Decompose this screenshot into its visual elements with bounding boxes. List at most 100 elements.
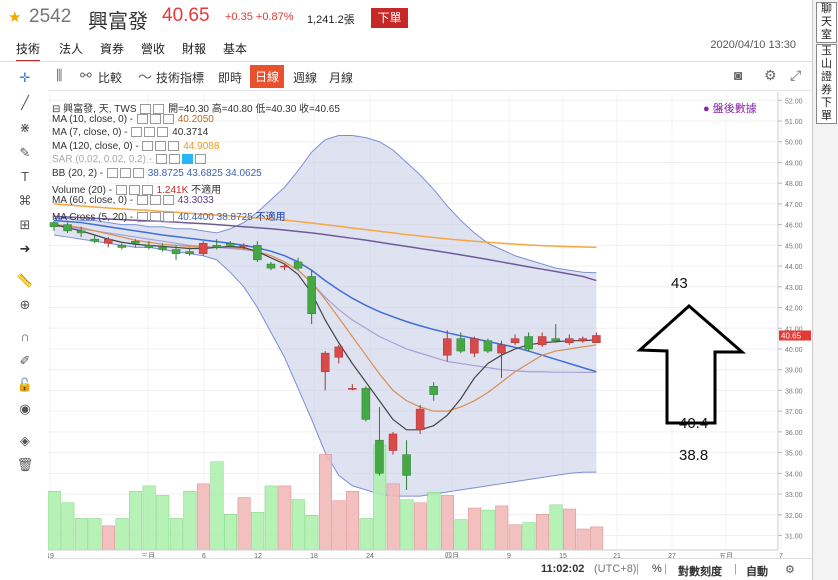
auto-scale-toggle[interactable]: 自動 [746,566,768,578]
x-axis-ticks: 19 三月 6 12 18 24 四月 9 15 21 27 五月 7 [48,552,783,558]
weekly-button[interactable]: 週線 [293,71,318,85]
legend-ma10[interactable]: MA (10, close, 0) - 40.2050 [52,114,214,125]
legend-low: 低=40.30 [255,104,297,115]
layers-icon[interactable]: ◈ [20,433,30,448]
volume-bar [332,500,346,551]
post-market-link[interactable]: ● 盤後數據 [703,103,757,115]
ma60-line [53,215,597,282]
settings-icon[interactable]: ⚙ [785,564,795,576]
volume-bar [101,525,115,551]
annotation-38-8: 38.8 [679,447,709,464]
y-tick-label: 41.00 [785,326,803,333]
divider [0,61,812,62]
y-axis-ticks: 52.00 51.00 50.00 49.00 48.00 47.00 46.00 45.00… [778,98,803,540]
compare-button[interactable]: 比較 [98,71,123,85]
volume-bar [278,485,292,551]
measure-icon[interactable]: ⊞ [19,217,31,232]
fib-icon[interactable]: ⋇ [19,120,31,135]
volume-bar [210,461,224,551]
timezone[interactable]: (UTC+8) [594,563,637,575]
fullscreen-icon[interactable]: ⤢ [790,67,802,83]
candle-body [334,346,344,358]
annotation-40-4: 40.4 [679,415,709,432]
brush-icon[interactable]: ✎ [19,145,31,160]
ruler-icon[interactable]: 📏 [16,273,34,288]
tab-financials[interactable]: 財報 [182,42,207,56]
trash-icon[interactable]: 🗑 [16,457,34,472]
tab-institutional[interactable]: 法人 [59,42,84,56]
pattern-icon[interactable]: ⌘ [18,193,32,208]
tab-technical[interactable]: 技術 [16,40,41,62]
candle-body [239,245,249,247]
percent-toggle[interactable]: % [652,563,662,575]
bollinger-upper-line [54,135,597,274]
candle-body [226,243,235,246]
y-tick-label: 48.00 [785,181,803,188]
volume-bar [386,483,400,551]
candle-body [212,245,221,248]
candle-body [510,338,520,344]
star-icon[interactable]: ★ [8,9,22,26]
candle-body [266,263,276,269]
legend-volume[interactable]: Volume (20) - 1.241K 不適用 [52,185,222,196]
volume-bar [481,509,495,551]
trend-line-icon[interactable]: ╱ [21,95,29,110]
candle-type-icon[interactable]: ⫼ [56,67,63,83]
x-tick-label: 四月 [445,552,459,558]
volume-bar [576,528,590,551]
legend-ma7[interactable]: MA (7, close, 0) - 40.3714 [52,127,209,138]
zoom-in-icon[interactable]: ⊕ [19,297,31,312]
realtime-button[interactable]: 即時 [218,71,243,85]
eye-icon[interactable]: ◉ [19,401,31,416]
candle-body [348,388,357,390]
camera-icon[interactable]: ◙ [734,67,743,83]
magnet-icon[interactable]: ∩ [20,329,30,344]
tab-margin[interactable]: 資券 [100,42,125,56]
drawing-toolbar: ✛ ╱ ⋇ ✎ T ⌘ ⊞ ➜ 📏 ⊕ ∩ ✐ 🔓 ◉ ◈ 🗑 [0,65,48,485]
volume-bar [359,518,373,551]
lock-icon[interactable]: 🔓 [16,377,34,392]
post-market-label: 盤後數據 [712,103,757,115]
gear-icon[interactable]: ⚙ [764,67,777,83]
price-chart[interactable]: 52.00 51.00 50.00 49.00 48.00 47.00 46.00 45.00… [48,92,812,558]
x-tick-label: 27 [668,553,676,558]
up-arrow-annotation [636,303,747,425]
lock-draw-icon[interactable]: ✐ [19,353,31,368]
side-tab-broker-order[interactable]: 玉山證券下單 [816,44,837,124]
candle-body [592,335,601,344]
daily-button[interactable]: 日線 [250,65,285,88]
y-tick-label: 40.00 [785,347,803,354]
y-tick-label: 33.00 [785,492,803,499]
volume-bar [48,490,61,551]
side-tab-chatroom[interactable]: 聊天室 [816,2,837,43]
legend-bb[interactable]: BB (20, 2) - 38.8725 43.6825 34.0625 [52,168,262,179]
candle-body [320,352,330,373]
tab-revenue[interactable]: 營收 [141,42,166,56]
legend-high: 高=40.80 [211,104,253,115]
compare-icon[interactable]: ⚯ [80,67,92,83]
legend-close: 收=40.65 [299,104,340,115]
y-tick-label: 52.00 [785,98,803,105]
legend-ma60[interactable]: MA (60, close, 0) - 43.3033 [52,195,214,206]
text-tool-icon[interactable]: T [21,169,29,184]
separator: | [664,563,667,575]
legend-sar[interactable]: SAR (0.02, 0.02, 0.2) - [52,154,207,165]
back-arrow-icon[interactable]: ➜ [19,241,31,256]
legend-ma120-value: 44.9088 [183,141,220,152]
tab-basic[interactable]: 基本 [223,42,248,56]
legend-macross[interactable]: MA Cross (5, 20) - 40.4400 38.8725 不適用 [52,212,286,223]
log-scale-toggle[interactable]: 對數刻度 [678,566,722,578]
volume-bar [454,519,468,551]
x-tick-label: 五月 [719,552,733,558]
indicator-icon[interactable]: 〜 [138,69,152,85]
ma7-line [53,224,597,431]
legend-ma120[interactable]: MA (120, close, 0) - 44.9088 [52,141,220,152]
indicators-button[interactable]: 技術指標 [156,71,205,85]
volume-bar [563,508,577,551]
y-tick-label: 34.00 [785,471,803,478]
legend-volume-value: 1.241K [156,185,189,196]
monthly-button[interactable]: 月線 [329,71,354,85]
order-button[interactable]: 下單 [371,8,408,28]
volume-bar [590,526,604,551]
crosshair-icon[interactable]: ✛ [19,70,31,85]
